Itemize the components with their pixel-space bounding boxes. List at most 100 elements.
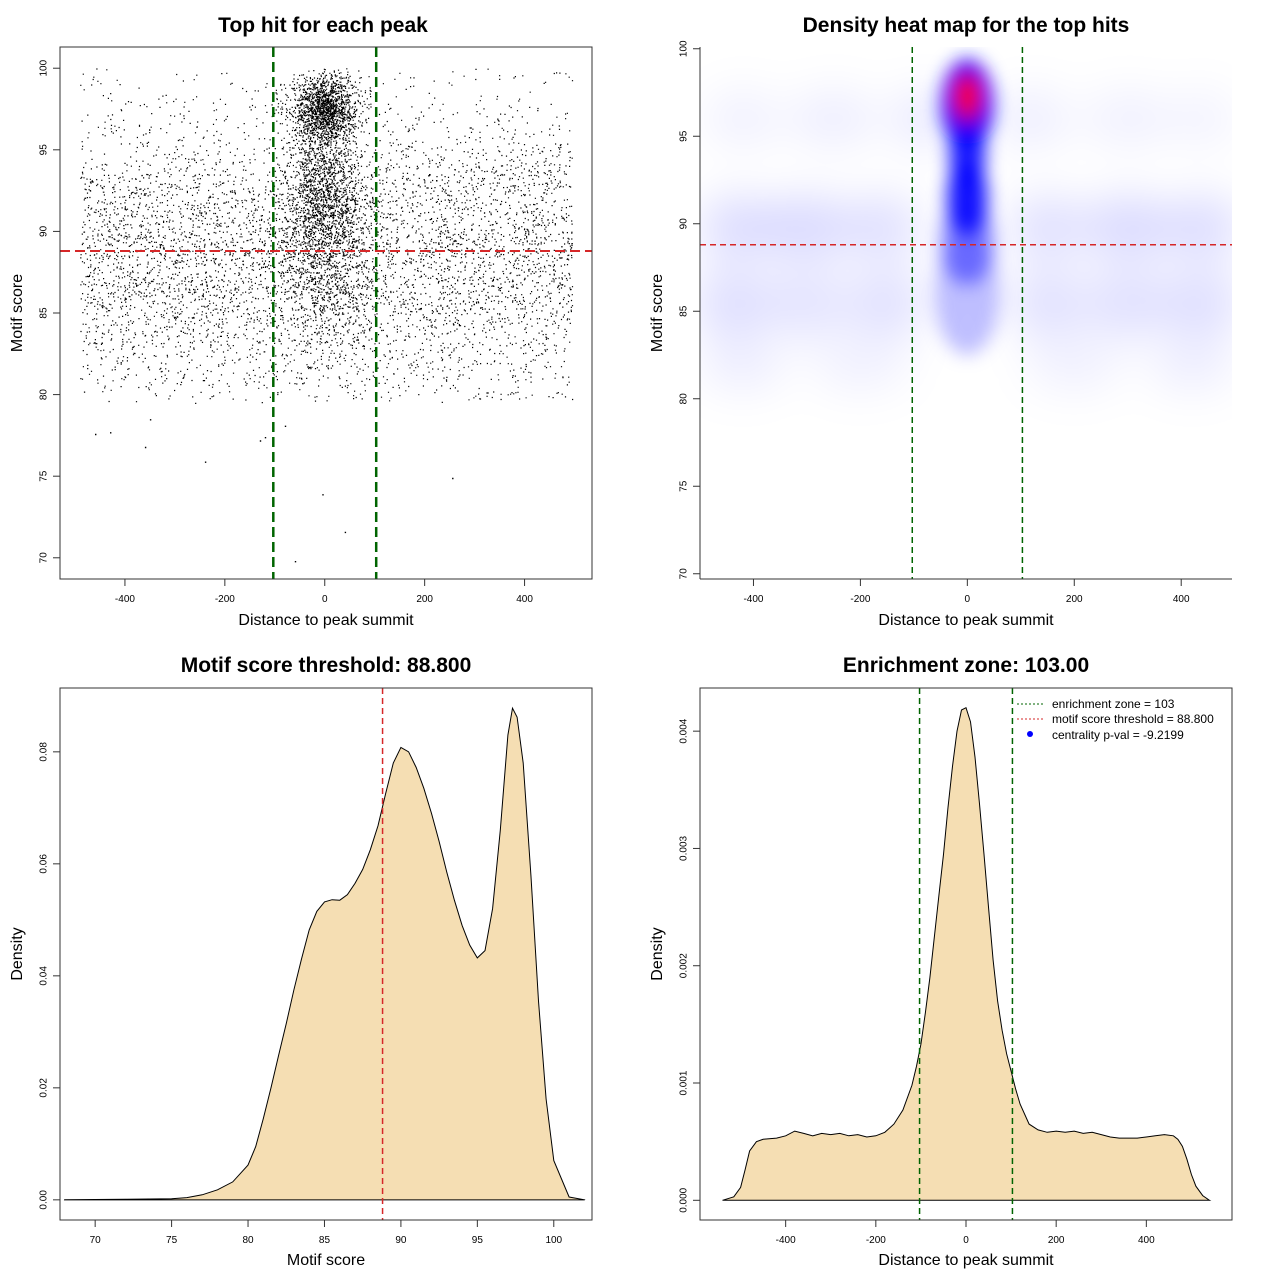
score-density-x-tick-label: 95 (472, 1235, 484, 1246)
distance-density-y-axis: 0.000 0.001 0.002 0.003 0.004 (679, 718, 701, 1213)
scatter-y-tick-label: 80 (39, 389, 50, 401)
score-density-y-tick-label: 0.06 (39, 854, 50, 874)
legend-threshold-label: motif score threshold = 88.800 (1052, 712, 1214, 726)
distance-density-panel: Enrichment zone: 103.00 -400 -200 0 200 400 … (649, 654, 1233, 1269)
heatmap-density-blob (844, 195, 920, 259)
scatter-x-tick-label: -200 (215, 594, 235, 605)
heatmap-density-blob (1084, 267, 1171, 338)
legend-pval-label: centrality p-val = -9.2199 (1052, 728, 1184, 742)
distance-density-y-tick-label: 0.003 (679, 835, 690, 860)
heatmap-title: Density heat map for the top hits (803, 14, 1130, 37)
heatmap-core-density (935, 59, 1000, 355)
score-density-y-tick-label: 0.00 (39, 1190, 50, 1210)
distance-density-y-tick-label: 0.000 (679, 1187, 690, 1212)
distance-density-x-tick-label: -400 (776, 1235, 796, 1246)
heatmap-x-tick-label: -400 (743, 594, 763, 605)
scatter-x-axis: -400 -200 0 200 400 (115, 578, 533, 605)
heatmap-y-tick-label: 80 (679, 393, 690, 405)
heatmap-x-tick-label: 400 (1173, 594, 1190, 605)
distance-density-x-label: Distance to peak summit (878, 1252, 1054, 1269)
legend-enrichment-label: enrichment zone = 103 (1052, 697, 1175, 711)
score-density-panel: Motif score threshold: 88.800 70 75 80 85 90… (9, 654, 593, 1269)
heatmap-y-tick-label: 75 (679, 480, 690, 492)
heatmap-density-blob (1149, 337, 1232, 390)
heatmap-y-tick-label: 85 (679, 305, 690, 317)
heatmap-y-tick-label: 100 (679, 40, 690, 57)
score-density-x-tick-label: 85 (319, 1235, 331, 1246)
distance-density-x-tick-label: -200 (866, 1235, 886, 1246)
score-density-x-tick-label: 70 (90, 1235, 102, 1246)
heatmap-density-blob (812, 337, 909, 390)
heatmap-density-blob (994, 90, 1069, 147)
distance-density-x-tick-label: 0 (963, 1235, 969, 1246)
heatmap-density-blob (700, 267, 770, 338)
distance-density-x-axis: -400 -200 0 200 400 (776, 1219, 1155, 1246)
heatmap-y-tick-label: 95 (679, 130, 690, 142)
score-density-y-tick-label: 0.04 (39, 966, 50, 986)
scatter-y-tick-label: 100 (39, 59, 50, 76)
heatmap-density-blob (764, 267, 850, 338)
heatmap-density-blob (849, 267, 925, 338)
score-density-x-tick-label: 100 (545, 1235, 562, 1246)
heatmap-density-blob (1084, 195, 1171, 259)
score-density-y-tick-label: 0.08 (39, 742, 50, 762)
scatter-x-tick-label: -400 (115, 594, 135, 605)
distance-zone-lines (918, 688, 1014, 1220)
scatter-x-tick-label: 200 (416, 594, 433, 605)
distance-density-curve (722, 706, 1212, 1201)
score-density-x-label: Motif score (287, 1252, 365, 1269)
heatmap-density-blob (1010, 195, 1085, 259)
heatmap-y-tick-label: 70 (679, 568, 690, 580)
scatter-x-tick-label: 400 (516, 594, 533, 605)
heatmap-background-density (700, 90, 1232, 390)
scatter-point-cloud (80, 68, 574, 563)
heatmap-density-blob (1084, 90, 1171, 147)
scatter-y-tick-label: 85 (39, 307, 50, 319)
distance-density-y-tick-label: 0.002 (679, 953, 690, 978)
scatter-x-tick-label: 0 (322, 594, 328, 605)
scatter-y-axis: 70 75 80 85 90 95 100 (39, 59, 61, 564)
scatter-points (80, 68, 574, 563)
distance-density-title: Enrichment zone: 103.00 (843, 654, 1089, 677)
heatmap-density-blob (790, 90, 877, 147)
heatmap-y-tick-label: 90 (679, 218, 690, 230)
heatmap-x-axis: -400 -200 0 200 400 (743, 578, 1190, 605)
score-density-curve (63, 706, 586, 1201)
score-density-y-axis: 0.00 0.02 0.04 0.06 0.08 (39, 742, 61, 1210)
distance-density-y-tick-label: 0.004 (679, 718, 690, 743)
heatmap-density-blob (1010, 267, 1085, 338)
scatter-y-tick-label: 70 (39, 552, 50, 564)
heatmap-density-blob (700, 195, 775, 259)
score-density-x-tick-label: 75 (166, 1235, 178, 1246)
scatter-y-tick-label: 75 (39, 470, 50, 482)
scatter-panel: Top hit for each peak -400 -200 0 200 400 70… (9, 14, 593, 629)
scatter-title: Top hit for each peak (218, 14, 428, 37)
score-density-y-tick-label: 0.02 (39, 1078, 50, 1098)
heatmap-density-blob (764, 195, 850, 259)
scatter-reference-lines (60, 47, 592, 579)
heatmap-density-core (956, 76, 979, 116)
heatmap-density-blob (1165, 267, 1232, 338)
scatter-y-tick-label: 90 (39, 225, 50, 237)
heatmap-density-blob (1170, 90, 1232, 147)
distance-density-y-tick-label: 0.001 (679, 1070, 690, 1095)
heatmap-x-label: Distance to peak summit (878, 612, 1054, 629)
distance-density-y-label: Density (649, 927, 666, 980)
heatmap-x-tick-label: -200 (850, 594, 870, 605)
heatmap-density-blob (1026, 337, 1123, 390)
heatmap-x-tick-label: 200 (1066, 594, 1083, 605)
scatter-x-label: Distance to peak summit (238, 612, 414, 629)
heatmap-reference-lines (700, 47, 1232, 579)
heatmap-density-blob (705, 90, 781, 147)
heatmap-y-axis: 70 75 80 85 90 95 100 (679, 40, 701, 580)
score-density-title: Motif score threshold: 88.800 (181, 654, 472, 677)
scatter-y-tick-label: 95 (39, 144, 50, 156)
heatmap-density-blob (1165, 195, 1232, 259)
distance-density-x-tick-label: 200 (1048, 1235, 1065, 1246)
heatmap-panel: Density heat map for the top hits -400 -2… (649, 14, 1232, 629)
legend-pval-swatch (1027, 731, 1033, 737)
heatmap-density-blob (892, 90, 957, 147)
heatmap-density-blob (700, 337, 786, 390)
score-density-x-tick-label: 90 (395, 1235, 407, 1246)
